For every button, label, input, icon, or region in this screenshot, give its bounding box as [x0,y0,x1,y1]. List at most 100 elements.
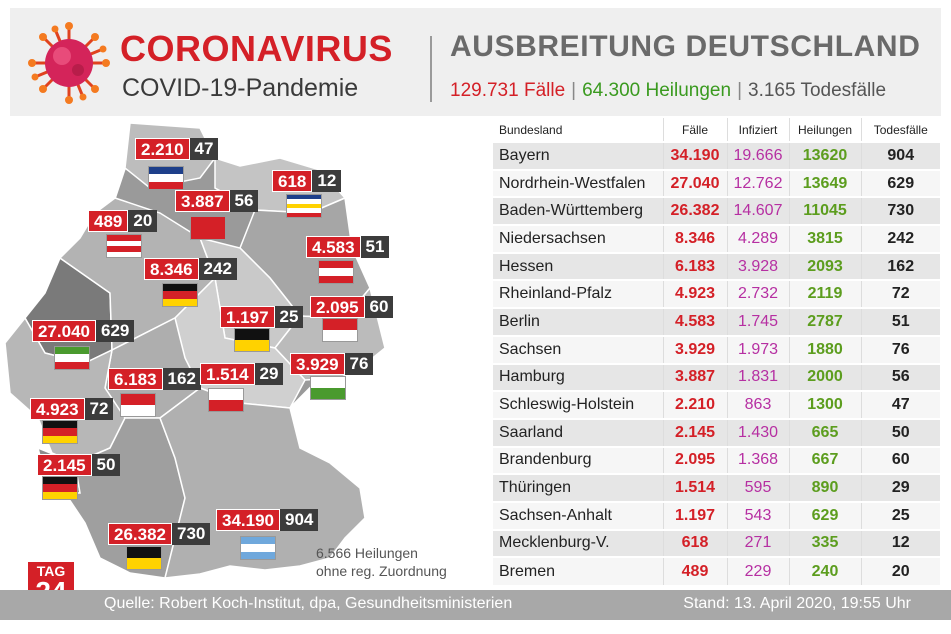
flag-stripe [149,181,183,189]
state-flag-icon [54,346,90,370]
state-flag-icon [208,388,244,412]
table-row: Hessen 6.183 3.928 2093 162 [493,251,940,281]
cell-heilungen: 335 [789,528,862,558]
state-flag-icon [234,328,270,352]
coronavirus-icon [28,22,110,104]
flag-stripe [55,354,89,362]
cell-bundesland: Brandenburg [493,445,664,475]
cell-heilungen: 890 [789,473,862,502]
header-heilungen: Heilungen [789,118,862,142]
state-badge: 618 12 [272,170,342,192]
cell-infiziert: 3.928 [727,251,790,281]
cell-bundesland: Mecklenburg-V. [493,528,664,558]
cell-heilungen: 11045 [789,196,862,226]
badge-deaths: 50 [91,454,121,476]
cell-faelle: 3.929 [663,334,728,364]
cell-todesfaelle: 29 [861,473,940,502]
cell-infiziert: 1.430 [727,417,790,447]
badge-cases: 4.583 [306,236,361,258]
badge-deaths: 72 [84,398,114,420]
state-badge: 6.183 162 [108,368,201,390]
stats-separator: | [571,80,577,101]
cell-faelle: 4.583 [663,307,728,336]
cell-faelle: 4.923 [663,279,728,309]
state-flag-icon [310,376,346,400]
badge-deaths: 56 [229,190,259,212]
table-row: Nordrhein-Westfalen 27.040 12.762 13649 629 [493,168,940,198]
badge-cases: 1.514 [200,363,255,385]
flag-stripe [43,421,77,429]
flag-stripe [235,329,269,340]
flag-stripe [55,347,89,355]
state-badge: 26.382 730 [108,523,211,545]
header-todesfaelle: Todesfälle [873,122,928,137]
table-row: Hamburg 3.887 1.831 2000 56 [493,362,940,392]
badge-cases: 3.887 [175,190,230,212]
flag-stripe [43,428,77,436]
cell-bundesland: Sachsen [493,334,664,364]
flag-stripe [287,212,321,217]
total-cases: 129.731 Fälle [450,80,566,101]
cell-todesfaelle: 25 [861,500,940,530]
flag-stripe [241,544,275,552]
badge-cases: 618 [272,170,313,192]
cell-faelle: 2.095 [663,445,728,475]
cell-bundesland: Thüringen [493,473,664,502]
cell-infiziert: 19.666 [727,141,790,170]
flag-stripe [107,235,141,241]
header-infiziert: Infiziert [727,118,790,142]
state-flag-icon [318,260,354,284]
cell-todesfaelle: 72 [861,279,940,309]
badge-deaths: 29 [254,363,284,385]
flag-stripe [121,405,155,416]
cell-bundesland: Hessen [493,251,664,281]
cell-bundesland: Hamburg [493,362,664,392]
flag-stripe [311,388,345,399]
flag-stripe [107,251,141,257]
footer-bar: Quelle: Robert Koch-Institut, dpa, Gesun… [0,590,951,620]
flag-stripe [43,491,77,499]
cell-bundesland: Niedersachsen [493,224,664,253]
cell-faelle: 34.190 [663,141,728,170]
state-flag-icon [120,393,156,417]
table-header-row: Bundesland Fälle Infiziert Heilungen Tod… [493,118,940,142]
cell-todesfaelle: 56 [861,362,940,392]
cell-infiziert: 863 [727,390,790,419]
flag-stripe [191,217,225,239]
flag-stripe [287,199,321,204]
cell-bundesland: Schleswig-Holstein [493,390,664,419]
cell-todesfaelle: 20 [861,556,940,585]
table-row: Saarland 2.145 1.430 665 50 [493,417,940,447]
header-bundesland: Bundesland [493,118,664,142]
stats-separator: | [737,80,742,101]
state-badge: 3.887 56 [175,190,259,212]
cell-heilungen: 667 [789,445,862,475]
table-row: Baden-Württemberg 26.382 14.607 11045 730 [493,196,940,226]
cell-todesfaelle: 47 [861,390,940,419]
cell-heilungen: 1300 [789,390,862,419]
cell-infiziert: 1.368 [727,445,790,475]
flag-stripe [127,558,161,569]
cell-infiziert: 271 [727,528,790,558]
page-title: CORONAVIRUS [120,28,393,69]
cell-bundesland: Berlin [493,307,664,336]
cell-todesfaelle: 730 [861,196,940,226]
badge-cases: 2.210 [135,138,190,160]
state-flag-icon [190,216,226,240]
flag-stripe [55,361,89,369]
badge-cases: 2.145 [37,454,92,476]
cell-todesfaelle: 76 [861,334,940,364]
flag-stripe [287,195,321,200]
table-row: Sachsen-Anhalt 1.197 543 629 25 [493,500,940,530]
flag-stripe [163,298,197,306]
total-deaths: 3.165 Todesfälle [748,80,887,101]
cell-heilungen: 2787 [789,307,862,336]
state-flag-icon [148,166,184,190]
state-badge: 4.583 51 [306,236,390,258]
table-row: Bayern 34.190 19.666 13620 904 [493,141,940,170]
cell-infiziert: 12.762 [727,168,790,198]
state-badge: 1.514 29 [200,363,284,385]
badge-cases: 34.190 [216,509,280,531]
cell-faelle: 1.514 [663,473,728,502]
table-row: Mecklenburg-V. 618 271 335 12 [493,528,940,558]
